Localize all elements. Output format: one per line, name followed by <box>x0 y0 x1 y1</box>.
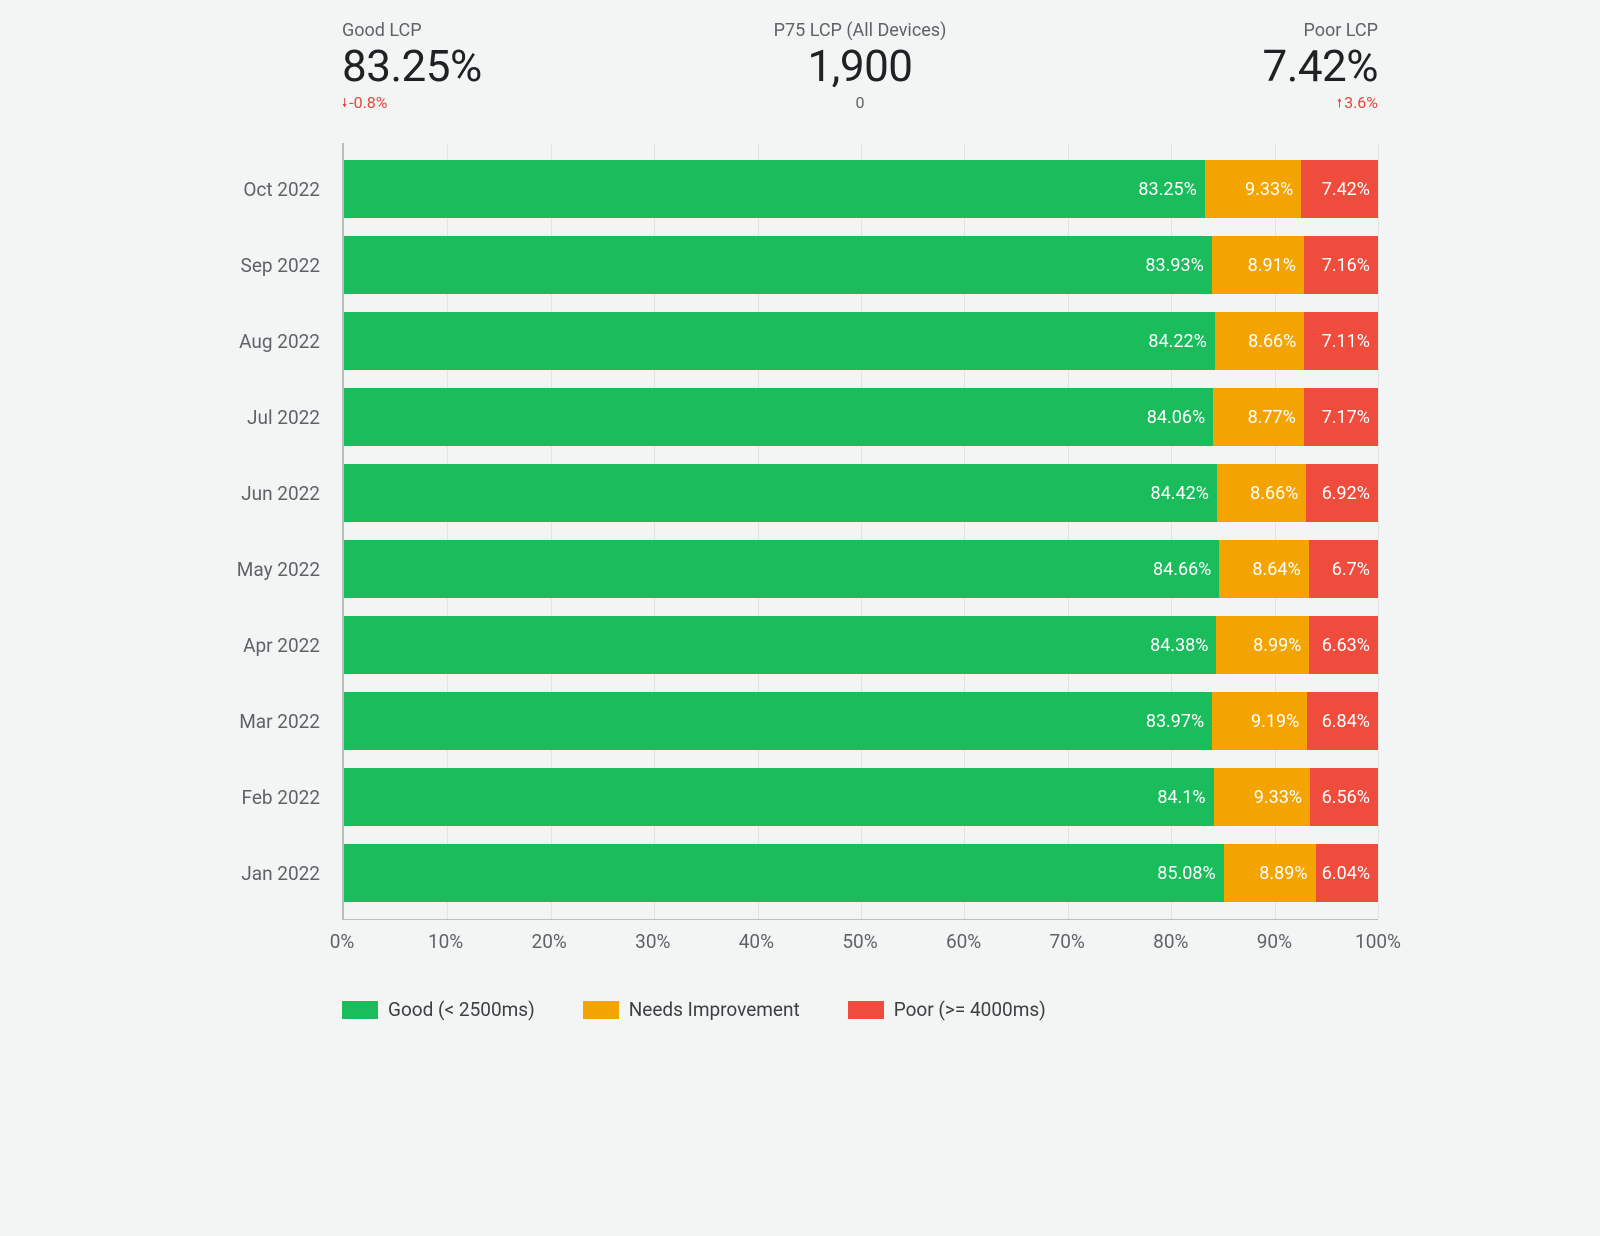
bar-segment-poor: 6.7% <box>1309 540 1378 598</box>
scorecard-delta: 0 <box>522 93 1198 112</box>
bar-row: 85.08%8.89%6.04% <box>344 844 1378 902</box>
lcp-distribution-chart: Oct 2022Sep 2022Aug 2022Jul 2022Jun 2022… <box>182 143 1418 958</box>
y-axis-label: Sep 2022 <box>182 227 342 303</box>
delta-value: 3.6% <box>1344 93 1378 112</box>
scorecard-title: P75 LCP (All Devices) <box>522 20 1198 41</box>
bar-row: 84.22%8.66%7.11% <box>344 312 1378 370</box>
x-axis-tick: 20% <box>532 930 567 953</box>
bar-segment-need: 8.64% <box>1219 540 1308 598</box>
bar-segment-good: 83.25% <box>344 160 1205 218</box>
bar-segment-good: 84.42% <box>344 464 1217 522</box>
bar-segment-poor: 7.17% <box>1304 388 1378 446</box>
bar-row: 83.97%9.19%6.84% <box>344 692 1378 750</box>
x-axis-tick: 90% <box>1257 930 1292 953</box>
y-axis-label: May 2022 <box>182 531 342 607</box>
bar-segment-poor: 6.56% <box>1310 768 1378 826</box>
bar-segment-need: 9.33% <box>1214 768 1310 826</box>
scorecard-value: 7.42% <box>1198 43 1378 89</box>
legend-label: Needs Improvement <box>629 998 800 1021</box>
x-axis-tick: 60% <box>946 930 981 953</box>
scorecard-delta: 🠕3.6% <box>1198 93 1378 115</box>
scorecards-row: Good LCP 83.25% 🠗-0.8% P75 LCP (All Devi… <box>182 20 1418 135</box>
swatch-poor <box>848 1001 884 1019</box>
bar-segment-need: 9.33% <box>1205 160 1301 218</box>
y-axis-label: Feb 2022 <box>182 759 342 835</box>
y-axis-label: Oct 2022 <box>182 151 342 227</box>
scorecard-value: 1,900 <box>522 43 1198 89</box>
bar-row: 84.42%8.66%6.92% <box>344 464 1378 522</box>
legend-label: Poor (>= 4000ms) <box>894 998 1046 1021</box>
scorecard-title: Poor LCP <box>1198 20 1378 41</box>
delta-value: -0.8% <box>349 93 387 112</box>
grid-line <box>1378 143 1379 919</box>
legend-item-poor: Poor (>= 4000ms) <box>848 998 1046 1021</box>
bar-segment-good: 84.06% <box>344 388 1213 446</box>
scorecard-title: Good LCP <box>342 20 522 41</box>
bar-segment-need: 8.77% <box>1213 388 1304 446</box>
x-axis-tick: 30% <box>635 930 670 953</box>
bar-segment-good: 84.38% <box>344 616 1216 674</box>
bar-segment-need: 9.19% <box>1212 692 1307 750</box>
scorecard-value: 83.25% <box>342 43 522 89</box>
x-axis-tick: 10% <box>428 930 463 953</box>
bar-segment-poor: 7.11% <box>1304 312 1378 370</box>
bar-segment-good: 84.1% <box>344 768 1214 826</box>
x-axis-tick: 70% <box>1050 930 1085 953</box>
y-axis-label: Apr 2022 <box>182 607 342 683</box>
bar-row: 84.1%9.33%6.56% <box>344 768 1378 826</box>
x-axis-tick: 40% <box>739 930 774 953</box>
bar-segment-poor: 7.16% <box>1304 236 1378 294</box>
bar-segment-poor: 6.92% <box>1306 464 1378 522</box>
bar-segment-poor: 6.04% <box>1316 844 1378 902</box>
y-axis-label: Mar 2022 <box>182 683 342 759</box>
bar-segment-need: 8.99% <box>1216 616 1309 674</box>
bar-segment-good: 84.22% <box>344 312 1215 370</box>
bar-segment-need: 8.91% <box>1212 236 1304 294</box>
bar-segment-good: 85.08% <box>344 844 1224 902</box>
bar-segment-good: 83.97% <box>344 692 1212 750</box>
y-axis-label: Jan 2022 <box>182 835 342 911</box>
scorecard-delta: 🠗-0.8% <box>342 93 522 115</box>
y-axis-label: Aug 2022 <box>182 303 342 379</box>
scorecard-good-lcp: Good LCP 83.25% 🠗-0.8% <box>342 20 522 115</box>
bar-row: 83.25%9.33%7.42% <box>344 160 1378 218</box>
bar-segment-poor: 6.63% <box>1309 616 1378 674</box>
legend-label: Good (< 2500ms) <box>388 998 535 1021</box>
chart-legend: Good (< 2500ms) Needs Improvement Poor (… <box>342 998 1418 1021</box>
bar-row: 84.38%8.99%6.63% <box>344 616 1378 674</box>
bar-segment-poor: 7.42% <box>1301 160 1378 218</box>
legend-item-good: Good (< 2500ms) <box>342 998 535 1021</box>
bar-segment-good: 83.93% <box>344 236 1212 294</box>
swatch-good <box>342 1001 378 1019</box>
legend-item-needs-improvement: Needs Improvement <box>583 998 800 1021</box>
bar-segment-poor: 6.84% <box>1307 692 1378 750</box>
bar-row: 84.06%8.77%7.17% <box>344 388 1378 446</box>
x-axis-tick: 50% <box>842 930 877 953</box>
lcp-dashboard: Good LCP 83.25% 🠗-0.8% P75 LCP (All Devi… <box>182 0 1418 1061</box>
x-axis-tick: 100% <box>1355 930 1401 953</box>
y-axis-label: Jun 2022 <box>182 455 342 531</box>
bar-row: 84.66%8.64%6.7% <box>344 540 1378 598</box>
bar-segment-good: 84.66% <box>344 540 1219 598</box>
x-axis-tick: 0% <box>330 930 355 953</box>
bar-segment-need: 8.89% <box>1224 844 1316 902</box>
scorecard-p75-lcp: P75 LCP (All Devices) 1,900 0 <box>522 20 1198 115</box>
arrow-up-icon: 🠕 <box>1337 96 1342 110</box>
y-axis-label: Jul 2022 <box>182 379 342 455</box>
scorecard-poor-lcp: Poor LCP 7.42% 🠕3.6% <box>1198 20 1378 115</box>
bar-row: 83.93%8.91%7.16% <box>344 236 1378 294</box>
x-axis-tick: 80% <box>1153 930 1188 953</box>
arrow-down-icon: 🠗 <box>342 96 347 110</box>
swatch-need <box>583 1001 619 1019</box>
bar-segment-need: 8.66% <box>1217 464 1307 522</box>
bar-segment-need: 8.66% <box>1215 312 1305 370</box>
